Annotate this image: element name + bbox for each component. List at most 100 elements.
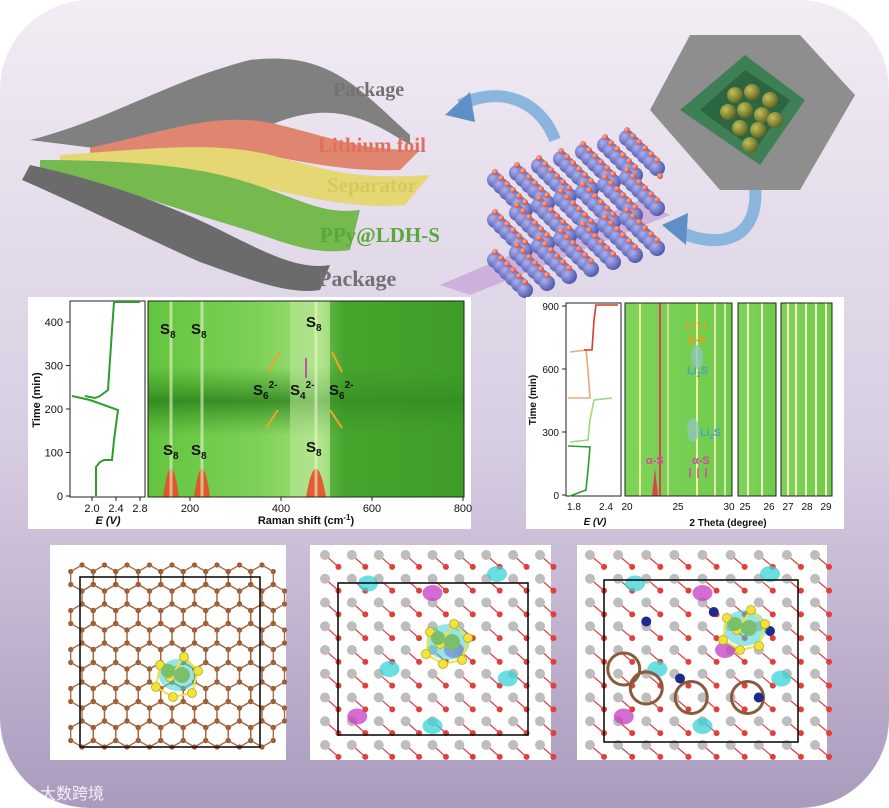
metal-atom <box>400 550 411 560</box>
metal-atom <box>454 550 465 560</box>
oxygen-atom <box>769 635 776 642</box>
metal-atom <box>454 668 465 679</box>
metal-atom <box>669 621 680 632</box>
oxygen-atom <box>629 563 636 570</box>
metal-atom <box>753 597 764 608</box>
ldh-oxygen <box>636 179 642 185</box>
metal-atom <box>641 645 652 655</box>
charge-density-blob <box>497 670 518 687</box>
ldh-oxygen <box>570 160 576 166</box>
raman-label-s8-top-1: S8 <box>160 321 176 341</box>
oxygen-atom <box>713 587 720 594</box>
charge-density-blob <box>715 642 735 658</box>
oxygen-atom <box>769 611 776 618</box>
metal-atom <box>781 597 792 608</box>
oxygen-atom <box>826 611 833 618</box>
xrd-label-beta-s: β-S <box>688 334 706 346</box>
ldh-oxygen <box>614 186 620 192</box>
ldh-octahedron <box>627 247 643 263</box>
metal-atom <box>725 550 736 560</box>
metal-atom <box>725 668 736 679</box>
raman-transition-arrow <box>331 351 343 373</box>
raman-transition-arrow <box>265 409 279 429</box>
metal-atom <box>669 597 680 608</box>
xrd-xtick-b-label: 25 <box>739 502 751 513</box>
oxygen-atom <box>797 587 804 594</box>
metal-atom <box>427 668 438 679</box>
ldh-oxygen <box>510 187 516 193</box>
oxygen-atom <box>685 753 692 760</box>
metal-atom <box>400 692 411 703</box>
metal-atom <box>508 716 519 727</box>
oxygen-atom <box>496 611 503 618</box>
sulfur-atom <box>735 645 745 655</box>
xrd-spot-li2s <box>691 345 703 369</box>
oxygen-atom <box>416 611 423 618</box>
oxygen-atom <box>362 682 369 689</box>
oxygen-atom <box>416 682 423 689</box>
metal-atom <box>585 692 595 703</box>
raman-label-s8-bottom-2: S8 <box>191 442 207 462</box>
oxygen-atom <box>797 611 804 618</box>
metal-atom <box>320 597 330 608</box>
sulfur-atom <box>151 682 161 692</box>
ldh-oxygen <box>580 181 586 187</box>
sulfur-atom <box>179 652 189 662</box>
oxygen-atom <box>550 587 557 594</box>
oxygen-atom <box>416 753 423 760</box>
ldh-oxygen <box>592 193 598 199</box>
sulfur-atom <box>187 688 197 698</box>
oxygen-atom <box>469 587 476 594</box>
ldh-oxygen <box>566 265 572 271</box>
oxygen-atom <box>335 753 342 760</box>
ldh-octahedron <box>605 254 621 270</box>
metal-atom <box>810 692 820 703</box>
metal-atom <box>535 573 545 584</box>
ldh-oxygen <box>548 247 554 253</box>
xrd-label-alpha-s-left: α-S <box>646 455 664 467</box>
xrd-beta-arrow <box>703 321 707 331</box>
metal-atom <box>697 668 708 679</box>
metal-atom <box>613 597 624 608</box>
xrd-voltage-curve-1 <box>567 445 591 497</box>
metal-atom <box>346 550 357 560</box>
charge-density-blob <box>760 566 780 582</box>
metal-atom <box>508 740 519 750</box>
oxygen-atom <box>469 611 476 618</box>
metal-atom <box>641 550 652 560</box>
ldh-oxygen <box>642 185 648 191</box>
raman-ytick-label: 300 <box>45 361 63 373</box>
metal-atom <box>373 645 384 655</box>
nitrogen-atom <box>675 673 685 684</box>
sulfur-atom <box>449 619 459 629</box>
ldh-oxygen <box>654 237 660 243</box>
ldh-oxygen <box>516 273 522 279</box>
oxygen-atom <box>442 563 449 570</box>
xrd-evtick-label: 2.4 <box>599 502 613 513</box>
ldh-oxygen <box>520 248 526 254</box>
dft-panel-1-bg <box>50 545 286 760</box>
oxygen-atom <box>685 706 692 713</box>
ldh-oxygen <box>588 218 594 224</box>
ldh-oxygen <box>586 187 592 193</box>
ldh-oxygen <box>610 251 616 257</box>
nitrogen-atom <box>708 607 719 617</box>
ldh-oxygen <box>520 208 526 214</box>
ldh-oxygen <box>632 164 638 170</box>
metal-atom <box>346 692 357 703</box>
oxygen-atom <box>335 563 342 570</box>
raman-label-s6-right: S62- <box>329 380 353 402</box>
oxygen-atom <box>741 706 748 713</box>
ldh-oxygen <box>654 157 660 163</box>
oxygen-atom <box>769 658 776 665</box>
oxygen-atom <box>550 611 557 618</box>
xrd-ytick-label: 0 <box>553 491 559 502</box>
lithium-atom <box>174 667 190 683</box>
metal-atom <box>613 692 624 703</box>
metal-atom <box>585 668 595 679</box>
charge-density-blob <box>771 670 792 687</box>
metal-atom <box>481 668 492 679</box>
oxygen-atom <box>769 730 776 737</box>
ldh-octahedron <box>649 160 665 176</box>
oxygen-atom <box>389 706 396 713</box>
